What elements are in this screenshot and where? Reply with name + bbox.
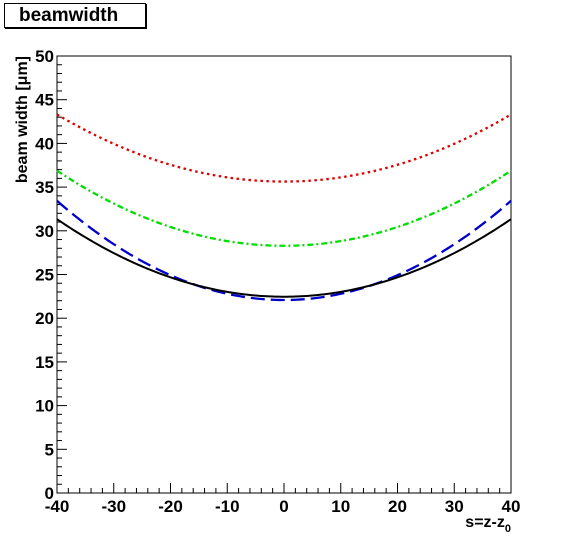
x-tick-label: 30 — [445, 497, 464, 516]
y-tick-label: 0 — [45, 484, 54, 503]
y-tick-label: 40 — [35, 134, 54, 153]
series-line-solid — [56, 218, 512, 298]
axis-labels: -40 -30 -20 -10 0 10 20 30 40 0 5 10 15 20 25 30 35 40 45 5… — [14, 47, 520, 535]
y-axis-label: beam width [μm] — [14, 56, 31, 183]
series-line-dashed — [56, 199, 512, 302]
x-tick-label: -20 — [158, 497, 183, 516]
y-tick-label: 25 — [35, 266, 54, 285]
x-axis-label: s=z-z0 — [465, 514, 511, 535]
y-tick-label: 45 — [35, 91, 54, 110]
y-tick-label: 35 — [35, 178, 54, 197]
y-tick-label: 50 — [35, 47, 54, 66]
series-line-dash-dot — [56, 169, 512, 247]
chart-title: beamwidth — [4, 3, 146, 28]
y-tick-label: 20 — [35, 309, 54, 328]
y-tick-label: 15 — [35, 353, 54, 372]
x-tick-label: -30 — [101, 497, 126, 516]
plot-frame — [56, 55, 512, 494]
x-tick-label: 10 — [331, 497, 350, 516]
x-tick-label: 0 — [279, 497, 288, 516]
y-tick-label: 30 — [35, 222, 54, 241]
y-tick-label: 5 — [45, 440, 54, 459]
x-tick-label: -10 — [215, 497, 240, 516]
x-tick-label: -40 — [45, 497, 70, 516]
series-group — [56, 113, 512, 302]
x-tick-label: 20 — [388, 497, 407, 516]
y-tick-label: 10 — [35, 397, 54, 416]
series-line-dotted — [56, 113, 512, 183]
x-tick-label: 40 — [502, 497, 521, 516]
axes — [56, 55, 512, 494]
